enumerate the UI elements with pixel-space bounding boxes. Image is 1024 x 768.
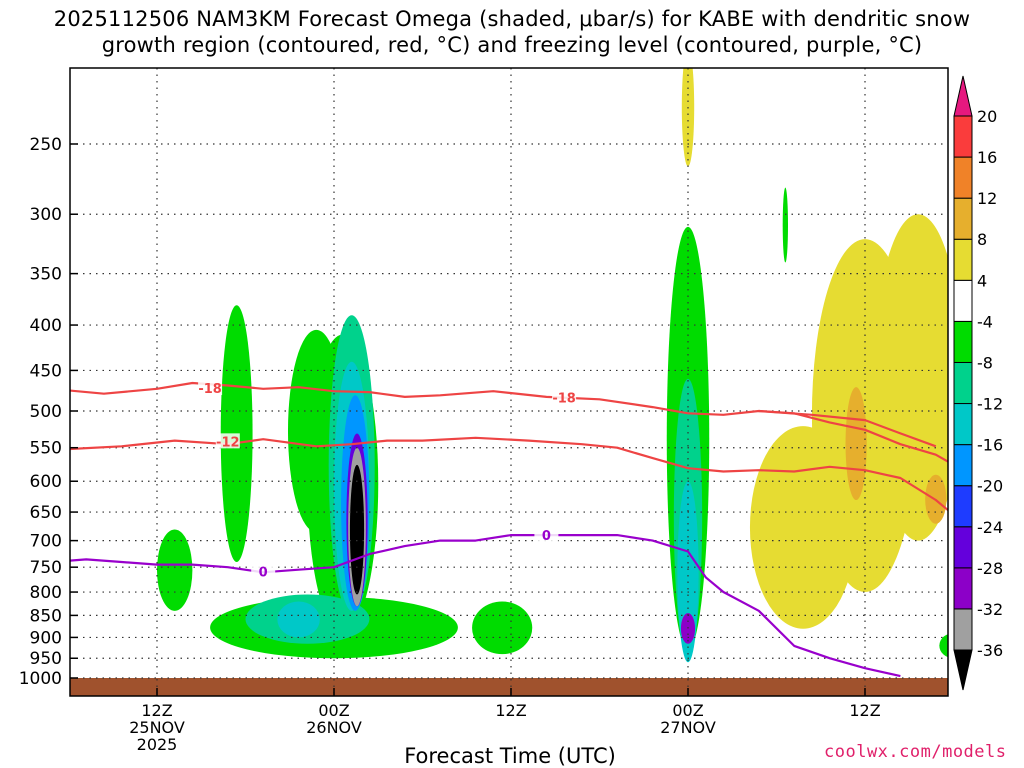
y-tick-label: 450 <box>30 361 62 381</box>
contour-label: -12 <box>216 435 240 450</box>
y-tick-label: 300 <box>30 205 62 225</box>
y-tick-label: 250 <box>30 135 62 155</box>
omega-blob <box>939 634 948 658</box>
y-tick-label: 1000 <box>19 669 62 689</box>
colorbar-segment <box>953 444 973 487</box>
colorbar-end-low <box>953 649 973 691</box>
y-tick-label: 350 <box>30 265 62 285</box>
x-tick-label: 25NOV <box>129 718 185 737</box>
y-tick-label: 850 <box>30 606 62 626</box>
plot-frame <box>69 67 949 697</box>
terrain-ground <box>70 678 948 696</box>
colorbar-label: 20 <box>977 107 997 126</box>
colorbar-label: 4 <box>977 271 987 290</box>
contour-label: -18 <box>552 392 576 407</box>
y-tick-label: 400 <box>30 316 62 336</box>
chart-title-line1: 2025112506 NAM3KM Forecast Omega (shaded… <box>53 7 971 31</box>
contour-label-bg <box>534 527 559 543</box>
omega-blob <box>873 214 948 541</box>
colorbar-label: -20 <box>977 477 1003 496</box>
contour-label: 0 <box>542 529 551 544</box>
colorbar-segment <box>953 115 973 158</box>
y-tick-label: 800 <box>30 583 62 603</box>
x-tick-label: 12Z <box>849 701 880 720</box>
y-tick-label: 750 <box>30 558 62 578</box>
y-tick-label: 550 <box>30 439 62 459</box>
omega-blob <box>677 481 699 663</box>
colorbar-segment <box>953 279 973 322</box>
colorbar-label: -8 <box>977 353 993 372</box>
colorbar-segment <box>953 526 973 569</box>
colorbar-label: 8 <box>977 230 987 249</box>
colorbar-label: -32 <box>977 600 1003 619</box>
temperature-contours <box>70 381 948 678</box>
x-tick-label: 12Z <box>495 701 526 720</box>
omega-blob <box>845 387 867 501</box>
contour-label-bg <box>251 563 276 579</box>
y-tick-label: 500 <box>30 402 62 422</box>
colorbar-segment <box>953 403 973 446</box>
colorbar-label: 12 <box>977 189 997 208</box>
colorbar-segment <box>953 608 973 651</box>
x-tick-label: 00Z <box>318 701 349 720</box>
contour-label: 0 <box>259 565 268 580</box>
omega-blob <box>277 601 320 638</box>
colorbar-label: -24 <box>977 518 1003 537</box>
colorbar-label: 16 <box>977 148 997 167</box>
omega-blob <box>157 529 193 611</box>
contour-labels: -18 -18 -12 0 0 <box>198 379 577 580</box>
y-tick-label: 900 <box>30 628 62 648</box>
x-tick-label: 27NOV <box>660 718 716 737</box>
colorbar-segment <box>953 197 973 240</box>
contour-label-bg <box>215 433 240 449</box>
contour-line <box>758 409 937 448</box>
colorbar-label: -16 <box>977 436 1003 455</box>
x-tick-label: 00Z <box>672 701 703 720</box>
colorbar-segment <box>953 567 973 610</box>
y-tick-label: 700 <box>30 532 62 552</box>
contour-line <box>70 436 948 512</box>
omega-blob <box>782 187 789 263</box>
contour-line <box>70 534 901 678</box>
colorbar-segment <box>953 361 973 405</box>
credit-text: coolwx.com/models <box>824 742 1007 762</box>
colorbar-label: -36 <box>977 641 1003 660</box>
x-tick-label: 26NOV <box>306 718 362 737</box>
colorbar-segment <box>953 156 973 199</box>
colorbar-segment <box>953 238 973 281</box>
colorbar-label: -4 <box>977 312 993 331</box>
contour-label-bg <box>552 389 577 405</box>
plot-grid <box>70 68 948 696</box>
omega-blob <box>472 601 533 655</box>
y-tick-label: 650 <box>30 503 62 523</box>
chart-title-line2: growth region (contoured, red, °C) and f… <box>101 33 923 57</box>
omega-blob <box>681 68 695 167</box>
colorbar-end-high <box>953 75 973 117</box>
y-tick-label: 600 <box>30 472 62 492</box>
colorbar-segment <box>953 320 973 363</box>
x-axis-label: Forecast Time (UTC) <box>404 744 616 768</box>
contour-line <box>70 381 948 463</box>
y-axis: 2503003504004505005506006507007508008509… <box>19 135 78 689</box>
x-tick-label: 2025 <box>137 735 178 754</box>
colorbar-segment <box>953 485 973 528</box>
omega-blob <box>349 464 365 595</box>
y-tick-label: 950 <box>30 649 62 669</box>
colorbar-label: -12 <box>977 395 1003 414</box>
colorbar: 20 16 12 8 4 -4 -8 -12 -16 -20 -24 -28 -32 -36 <box>953 75 1003 691</box>
contour-label-bg <box>198 379 223 395</box>
x-tick-label: 12Z <box>141 701 172 720</box>
contour-label: -18 <box>198 382 222 397</box>
colorbar-label: -28 <box>977 559 1003 578</box>
